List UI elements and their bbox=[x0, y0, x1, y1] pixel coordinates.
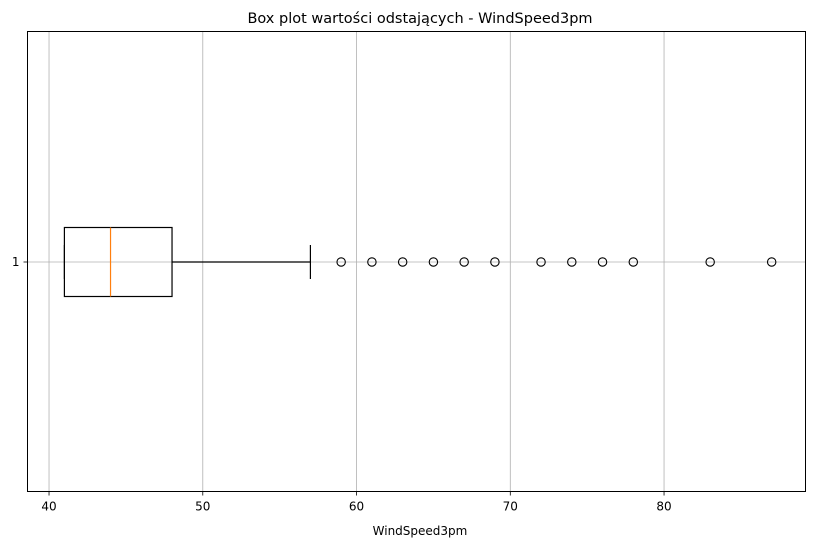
x-tick-label: 50 bbox=[195, 500, 210, 514]
y-axis-ticks: 1 bbox=[12, 255, 28, 269]
plot-area-frame bbox=[27, 31, 806, 492]
outlier-points bbox=[336, 257, 777, 267]
box-plot bbox=[63, 226, 312, 298]
grid-lines bbox=[27, 31, 806, 492]
chart-title: Box plot wartości odstających - WindSpee… bbox=[247, 11, 592, 27]
outlier-point bbox=[490, 257, 500, 267]
outlier-point bbox=[428, 257, 439, 267]
outlier-point bbox=[336, 257, 346, 267]
outlier-point bbox=[628, 257, 639, 267]
outlier-point bbox=[567, 257, 577, 267]
outlier-point bbox=[597, 257, 608, 267]
outlier-point bbox=[397, 257, 408, 267]
y-tick-label: 1 bbox=[12, 255, 20, 269]
x-tick-label: 40 bbox=[41, 500, 56, 514]
x-axis-label: WindSpeed3pm bbox=[373, 524, 468, 538]
outlier-point bbox=[367, 257, 377, 267]
x-tick-label: 70 bbox=[503, 500, 518, 514]
x-tick-label: 80 bbox=[656, 500, 671, 514]
x-tick-label: 60 bbox=[349, 500, 364, 514]
outlier-point bbox=[459, 257, 469, 267]
outlier-point bbox=[536, 257, 546, 267]
x-axis-ticks: 40 50 60 70 80 bbox=[41, 491, 672, 514]
outlier-point bbox=[766, 257, 777, 267]
outlier-point bbox=[705, 257, 715, 267]
